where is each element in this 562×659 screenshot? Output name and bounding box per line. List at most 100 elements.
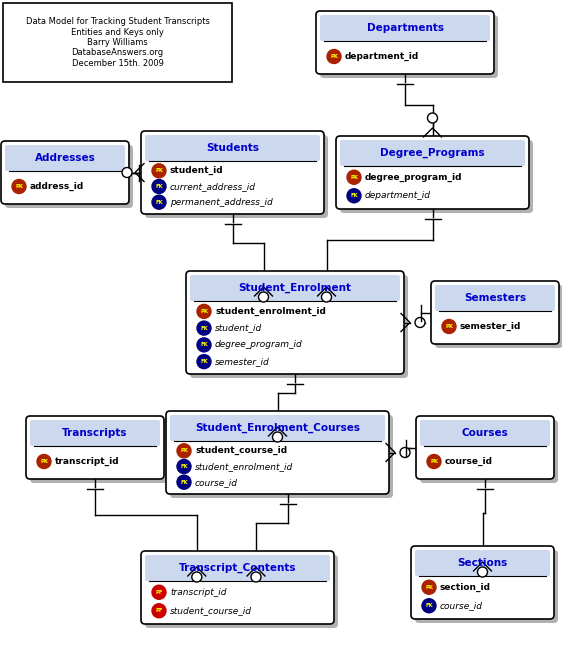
Circle shape — [152, 179, 166, 194]
Text: Transcript_Contents: Transcript_Contents — [179, 563, 296, 573]
Text: FK: FK — [200, 343, 208, 347]
Text: FK: FK — [350, 193, 358, 198]
FancyBboxPatch shape — [415, 550, 558, 623]
FancyBboxPatch shape — [340, 140, 533, 213]
Circle shape — [192, 572, 202, 582]
Text: transcript_id: transcript_id — [55, 457, 120, 466]
FancyBboxPatch shape — [141, 131, 324, 214]
FancyBboxPatch shape — [190, 275, 400, 301]
Text: student_course_id: student_course_id — [195, 446, 287, 455]
Text: FK: FK — [180, 464, 188, 469]
Circle shape — [152, 604, 166, 617]
Text: permanent_address_id: permanent_address_id — [170, 198, 273, 207]
Text: student_enrolment_id: student_enrolment_id — [195, 462, 293, 471]
Text: Courses: Courses — [461, 428, 509, 438]
Circle shape — [197, 355, 211, 368]
FancyBboxPatch shape — [166, 411, 389, 494]
Text: Student_Enrolment: Student_Enrolment — [238, 283, 351, 293]
Text: student_id: student_id — [170, 166, 224, 175]
Text: course_id: course_id — [195, 478, 238, 486]
FancyBboxPatch shape — [26, 416, 164, 479]
FancyBboxPatch shape — [186, 271, 404, 374]
FancyBboxPatch shape — [420, 420, 558, 483]
FancyBboxPatch shape — [435, 285, 555, 311]
Text: PK: PK — [180, 448, 188, 453]
Text: student_enrolment_id: student_enrolment_id — [215, 307, 326, 316]
Text: PK: PK — [200, 309, 208, 314]
Text: FK: FK — [425, 603, 433, 608]
Circle shape — [197, 304, 211, 318]
FancyBboxPatch shape — [141, 551, 334, 624]
Text: PK: PK — [350, 175, 358, 180]
Text: semester_id: semester_id — [215, 357, 270, 366]
FancyBboxPatch shape — [30, 420, 168, 483]
FancyBboxPatch shape — [336, 136, 529, 209]
Text: Semesters: Semesters — [464, 293, 526, 303]
Circle shape — [415, 318, 425, 328]
Circle shape — [177, 444, 191, 458]
Circle shape — [122, 167, 132, 177]
Circle shape — [400, 447, 410, 457]
Text: department_id: department_id — [365, 191, 431, 200]
Circle shape — [177, 475, 191, 489]
FancyBboxPatch shape — [170, 415, 385, 441]
FancyBboxPatch shape — [30, 420, 160, 446]
Text: Sections: Sections — [457, 558, 507, 568]
FancyBboxPatch shape — [420, 420, 550, 446]
Text: student_course_id: student_course_id — [170, 606, 252, 616]
Circle shape — [442, 320, 456, 333]
FancyBboxPatch shape — [411, 546, 554, 619]
FancyBboxPatch shape — [416, 416, 554, 479]
FancyBboxPatch shape — [320, 15, 490, 41]
Circle shape — [197, 338, 211, 352]
FancyBboxPatch shape — [170, 415, 393, 498]
Text: course_id: course_id — [440, 601, 483, 610]
Text: PK: PK — [155, 168, 163, 173]
FancyBboxPatch shape — [145, 555, 330, 581]
Circle shape — [197, 321, 211, 335]
Circle shape — [152, 195, 166, 209]
Text: PK: PK — [430, 459, 438, 464]
Text: section_id: section_id — [440, 583, 491, 592]
Text: Degree_Programs: Degree_Programs — [380, 148, 485, 158]
FancyBboxPatch shape — [145, 135, 320, 161]
Text: current_address_id: current_address_id — [170, 182, 256, 191]
FancyBboxPatch shape — [316, 11, 494, 74]
Circle shape — [327, 49, 341, 63]
FancyBboxPatch shape — [145, 135, 328, 218]
Text: PK: PK — [15, 184, 23, 189]
Circle shape — [321, 292, 332, 302]
Circle shape — [177, 459, 191, 474]
Text: semester_id: semester_id — [460, 322, 522, 331]
FancyBboxPatch shape — [145, 555, 338, 628]
Text: FK: FK — [180, 480, 188, 484]
FancyBboxPatch shape — [340, 140, 525, 166]
Text: degree_program_id: degree_program_id — [365, 173, 463, 182]
Text: course_id: course_id — [445, 457, 493, 466]
Circle shape — [259, 292, 269, 302]
Text: FK: FK — [155, 184, 163, 189]
FancyBboxPatch shape — [431, 281, 559, 344]
Circle shape — [347, 170, 361, 185]
FancyBboxPatch shape — [435, 285, 562, 348]
Circle shape — [478, 567, 487, 577]
Circle shape — [152, 164, 166, 178]
Text: Departments: Departments — [366, 23, 443, 33]
Circle shape — [251, 572, 261, 582]
Text: degree_program_id: degree_program_id — [215, 341, 303, 349]
Text: address_id: address_id — [30, 182, 84, 191]
Circle shape — [12, 179, 26, 194]
Text: Addresses: Addresses — [35, 153, 96, 163]
Text: student_id: student_id — [215, 324, 262, 333]
FancyBboxPatch shape — [415, 550, 550, 576]
FancyBboxPatch shape — [190, 275, 408, 378]
FancyBboxPatch shape — [5, 145, 125, 171]
Text: PF: PF — [155, 608, 163, 614]
Text: PK: PK — [425, 585, 433, 590]
Circle shape — [273, 432, 283, 442]
Circle shape — [347, 188, 361, 203]
Circle shape — [152, 585, 166, 599]
Text: PK: PK — [330, 54, 338, 59]
Text: Students: Students — [206, 143, 259, 153]
Circle shape — [422, 581, 436, 594]
